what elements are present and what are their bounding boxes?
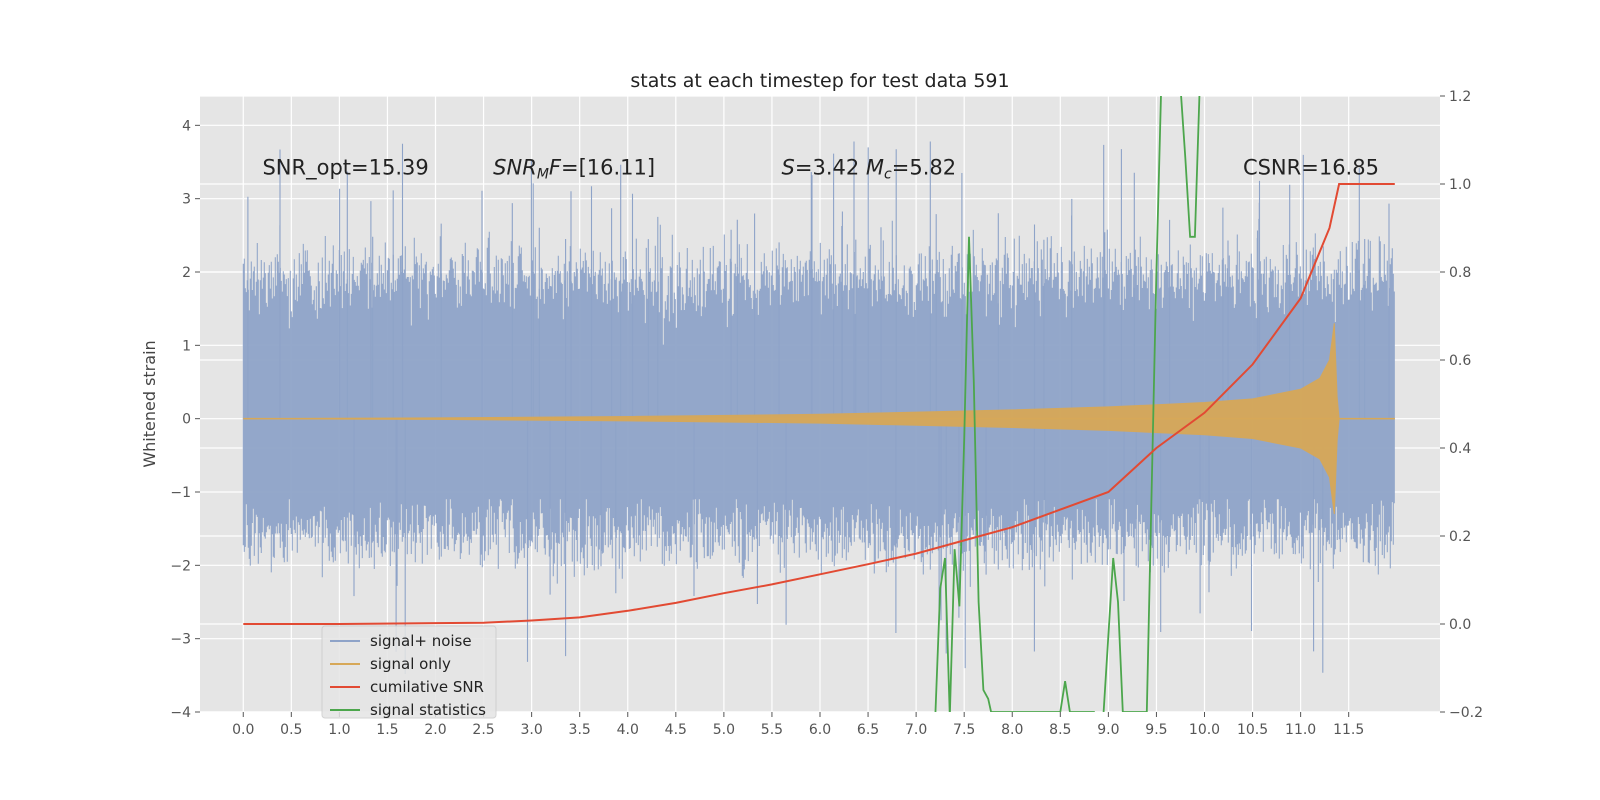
y-tick-label: −3 xyxy=(170,632,191,648)
annotation-part: =[16.11] xyxy=(561,156,655,180)
x-tick-label: 0.5 xyxy=(280,722,302,738)
x-tick-label: 3.5 xyxy=(569,722,591,738)
y-tick-label: 4 xyxy=(182,118,191,134)
legend-label: signal only xyxy=(370,655,451,673)
legend: signal+ noise signal only cumilative SNR si… xyxy=(321,625,497,719)
annotations: SNR_opt=15.39 SNRMF=[16.11] S=3.42 Mc=5.82… xyxy=(262,156,1378,183)
y-tick-label: 3 xyxy=(182,192,191,208)
y-tick-label: 1 xyxy=(182,338,191,354)
y2-tick-label: −0.2 xyxy=(1449,705,1483,721)
series-signal-statistics xyxy=(934,96,1201,712)
annotation-s_mc: S=3.42 Mc=5.82 xyxy=(782,156,957,183)
series-cumulative-snr xyxy=(243,183,1395,625)
x-tick-label: 2.5 xyxy=(472,722,494,738)
x-tick-label: 0.0 xyxy=(232,722,254,738)
x-tick-label: 1.0 xyxy=(328,722,350,738)
annotation-part: SNR xyxy=(493,156,537,180)
y2-tick-label: 0.2 xyxy=(1449,529,1471,545)
annotation-snr_opt: SNR_opt=15.39 xyxy=(262,156,428,181)
y-tick-label: 0 xyxy=(182,412,191,428)
y2-tick-label: 0.6 xyxy=(1449,353,1471,369)
x-tick-label: 6.5 xyxy=(857,722,879,738)
legend-label: signal+ noise xyxy=(370,632,472,650)
y2-tick-label: 0.0 xyxy=(1449,617,1471,633)
y-tick-label: −4 xyxy=(170,705,191,721)
x-tick-label: 4.5 xyxy=(665,722,687,738)
y-axis-label: Whitened strain xyxy=(140,340,159,467)
annotation-part: =3.42 xyxy=(795,156,866,180)
legend-label: signal statistics xyxy=(370,701,486,719)
annotation-snr_mf: SNRMF=[16.11] xyxy=(493,156,655,183)
x-tick-label: 5.0 xyxy=(713,722,735,738)
annotation-part: M xyxy=(866,156,884,180)
annotation-part: c xyxy=(884,167,892,183)
chart-title: stats at each timestep for test data 591 xyxy=(630,70,1009,92)
y-tick-label: −1 xyxy=(170,485,191,501)
annotation-part: F xyxy=(549,156,562,180)
annotation-csnr: CSNR=16.85 xyxy=(1243,156,1379,180)
x-tick-label: 1.5 xyxy=(376,722,398,738)
annotation-part: =5.82 xyxy=(892,156,956,180)
axes: 0.0 0.5 1.0 1.5 2.0 2.5 3.0 3.5 4.0 4.5 5.0 5.5 6.0 6… xyxy=(170,89,1483,738)
y2-tick-label: 1.0 xyxy=(1449,177,1471,193)
series-signal-only xyxy=(243,323,1395,515)
x-tick-label: 5.5 xyxy=(761,722,783,738)
x-tick-label: 6.0 xyxy=(809,722,831,738)
legend-label: cumilative SNR xyxy=(370,678,484,696)
y-tick-label: −2 xyxy=(170,558,191,574)
x-tick-label: 11.5 xyxy=(1333,722,1364,738)
x-tick-label: 9.5 xyxy=(1145,722,1167,738)
x-tick-label: 7.0 xyxy=(905,722,927,738)
x-tick-label: 8.0 xyxy=(1001,722,1023,738)
y2-tick-label: 0.4 xyxy=(1449,441,1471,457)
x-tick-label: 8.5 xyxy=(1049,722,1071,738)
y-tick-label: 2 xyxy=(182,265,191,281)
noise-spikes xyxy=(247,141,1390,674)
signal-statistics-line xyxy=(934,96,1201,712)
x-tick-label: 4.0 xyxy=(617,722,639,738)
x-tick-label: 11.0 xyxy=(1285,722,1316,738)
x-tick-label: 10.0 xyxy=(1189,722,1220,738)
cumulative-snr-line xyxy=(243,183,1395,625)
x-tick-label: 3.0 xyxy=(520,722,542,738)
x-tick-label: 10.5 xyxy=(1237,722,1268,738)
x-tick-label: 7.5 xyxy=(953,722,975,738)
legend-box xyxy=(321,625,497,719)
x-tick-label: 2.0 xyxy=(424,722,446,738)
y2-tick-label: 0.8 xyxy=(1449,265,1471,281)
annotation-part: S xyxy=(782,156,795,180)
y2-tick-label: 1.2 xyxy=(1449,89,1471,105)
x-tick-label: 9.0 xyxy=(1097,722,1119,738)
annotation-part: M xyxy=(537,167,549,183)
